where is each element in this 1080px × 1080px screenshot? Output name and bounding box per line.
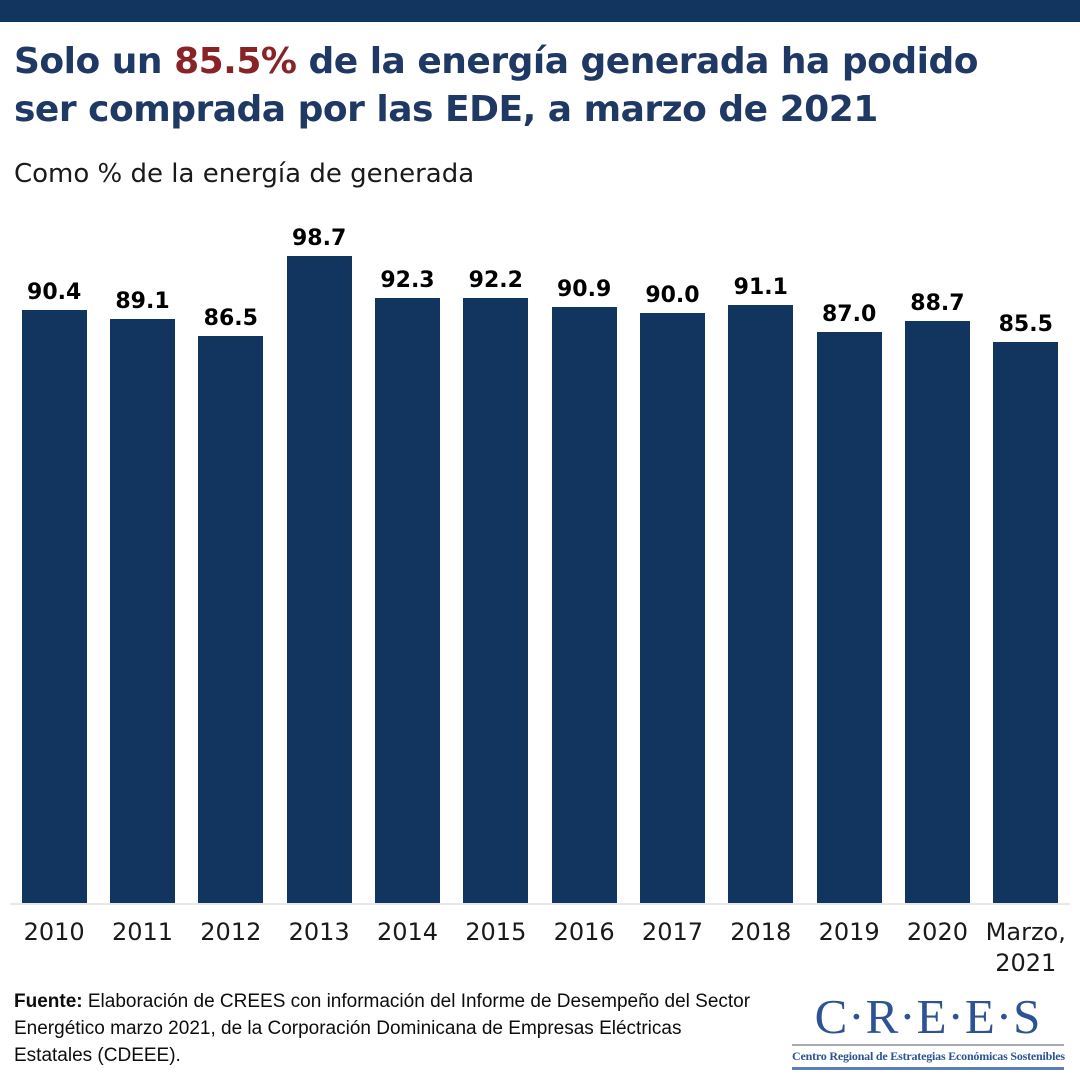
x-axis-label: 2018 <box>730 918 792 947</box>
bar-value-label: 86.5 <box>203 305 258 331</box>
bar-value-label: 85.5 <box>998 312 1053 338</box>
chart-subtitle: Como % de la energía de generada <box>14 159 475 190</box>
x-axis-label: 2011 <box>111 918 174 947</box>
bar <box>993 342 1059 904</box>
source-text: Elaboración de CREES con información del… <box>14 991 751 1066</box>
x-axis-labels: 2010 2011 2012 2013 2014 2015 2016 2017 2018 2019… <box>10 917 1070 983</box>
crees-logo-tagline: Centro Regional de Estrategias Económica… <box>792 1049 1065 1064</box>
bar-column: 98.7 <box>275 225 363 904</box>
bar-column: 86.5 <box>187 305 275 904</box>
bar-column: 87.0 <box>805 302 893 904</box>
bar-value-label: 90.9 <box>556 276 612 302</box>
bar <box>286 255 352 904</box>
bar-value-label: 98.7 <box>292 225 347 251</box>
bar-column: 88.7 <box>893 291 981 904</box>
x-axis-label: 2010 <box>23 918 85 947</box>
bar <box>816 332 882 904</box>
source-note: Fuente: Elaboración de CREES con informa… <box>14 989 759 1070</box>
title-highlight-percentage: 85.5% <box>174 41 297 82</box>
top-banner-band <box>0 0 1080 22</box>
title-suffix: de la energía generada ha podido ser com… <box>14 41 978 130</box>
x-axis-label: 2014 <box>376 918 439 947</box>
x-axis-label: 2013 <box>288 918 350 947</box>
bar-value-label: 92.2 <box>468 268 523 294</box>
bar-column: 92.3 <box>363 267 451 904</box>
bar-value-label: 88.7 <box>910 291 965 317</box>
source-label: Fuente: <box>14 991 83 1013</box>
bar <box>374 297 440 904</box>
x-axis-label: 2019 <box>818 918 880 947</box>
bar <box>109 318 175 904</box>
crees-logo: C·R·E·E·S Centro Regional de Estrategias… <box>792 989 1065 1071</box>
bar-column: 89.1 <box>98 288 186 904</box>
x-axis-label: 2017 <box>641 918 703 947</box>
bar-column: 90.0 <box>628 282 716 904</box>
bar-value-label: 87.0 <box>821 302 877 328</box>
bar <box>198 335 264 904</box>
bar <box>639 312 705 904</box>
bar-column: 85.5 <box>982 312 1070 904</box>
bar <box>21 310 87 904</box>
x-axis-label: 2016 <box>553 918 615 947</box>
x-axis-label: Marzo, 2021 <box>985 918 1066 978</box>
page-title: Solo un 85.5% de la energía generada ha … <box>14 38 1044 133</box>
bar-value-label: 91.1 <box>733 275 788 301</box>
footer: Fuente: Elaboración de CREES con informa… <box>0 983 1080 1071</box>
bar <box>551 306 617 904</box>
bar <box>463 298 529 904</box>
bar-column: 91.1 <box>717 275 805 904</box>
title-prefix: Solo un <box>14 41 175 82</box>
bar-column: 92.2 <box>452 268 540 904</box>
x-axis-label: 2012 <box>200 918 262 947</box>
bar <box>904 321 970 904</box>
bar-column: 90.9 <box>540 276 628 904</box>
bar-column: 90.4 <box>10 280 98 904</box>
logo-divider-gray <box>792 1044 1064 1047</box>
logo-divider-blue <box>792 1067 1064 1071</box>
bar-value-label: 90.0 <box>645 282 700 308</box>
crees-logo-wordmark: C·R·E·E·S <box>814 989 1042 1045</box>
bar-value-label: 92.3 <box>380 267 435 293</box>
x-axis-label: 2020 <box>906 918 968 947</box>
x-axis-label: 2015 <box>465 918 527 947</box>
bar <box>728 305 794 904</box>
bar-chart: 90.4 89.1 86.5 98.7 92.3 92.2 90.9 90.0 91.1 87.0… <box>10 203 1070 983</box>
plot-area: 90.4 89.1 86.5 98.7 92.3 92.2 90.9 90.0 91.1 87.0… <box>10 203 1070 906</box>
bar-value-label: 90.4 <box>27 280 82 306</box>
bar-value-label: 89.1 <box>115 288 170 314</box>
